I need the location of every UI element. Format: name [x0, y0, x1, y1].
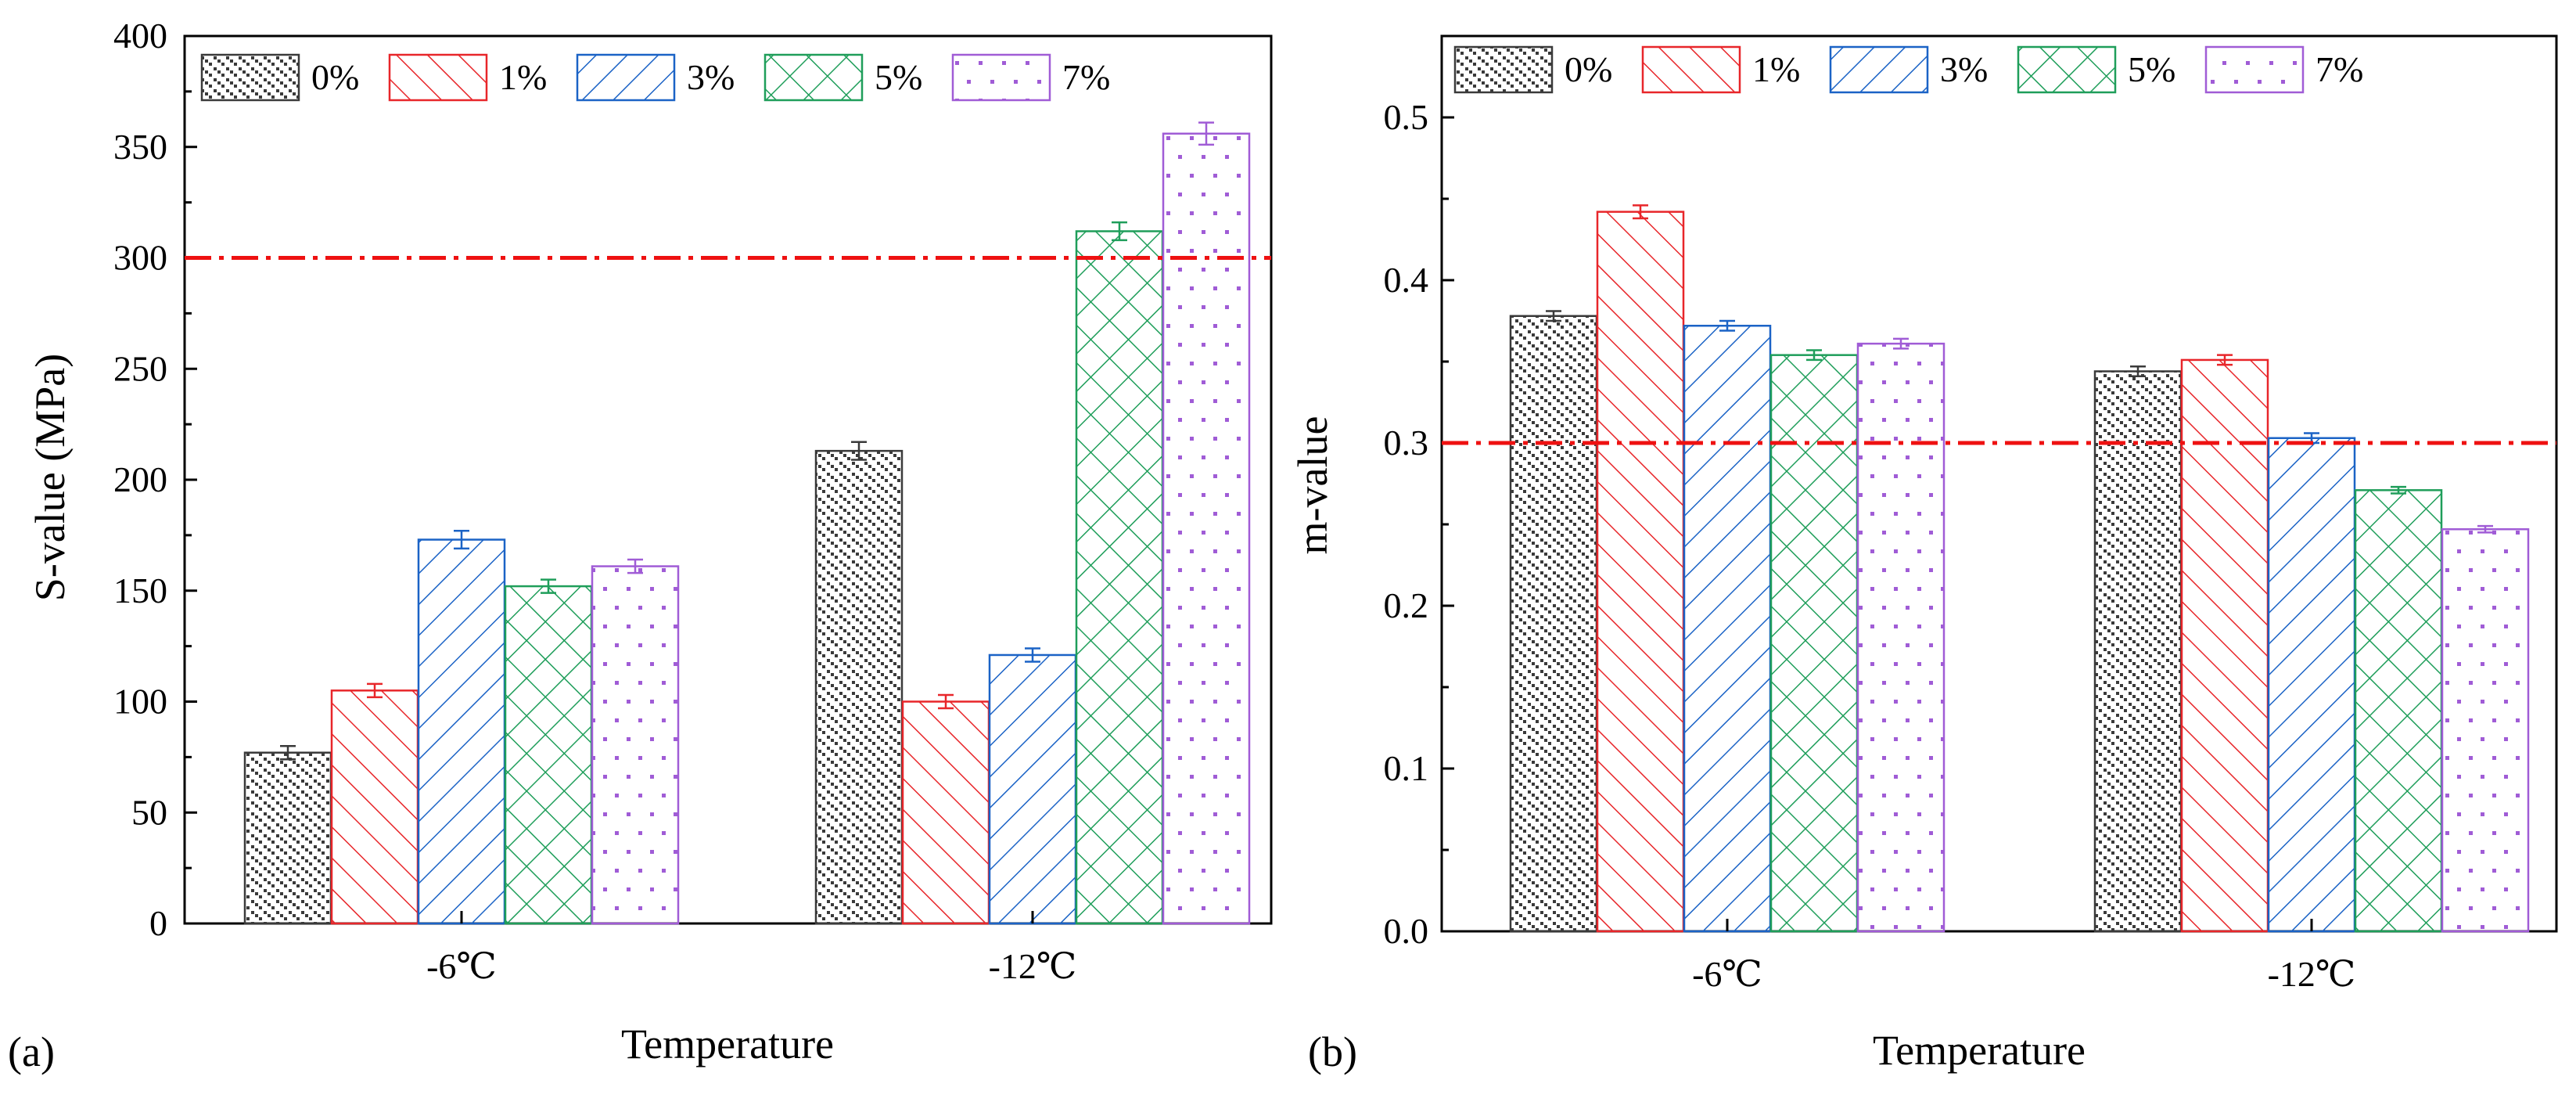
- y-tick-label: 300: [113, 238, 167, 278]
- bar-0%-minus12: [2093, 370, 2183, 933]
- bar-0%-minus6: [1509, 315, 1598, 933]
- bar-3%-minus12: [2267, 437, 2356, 933]
- y-tick-label: 100: [113, 682, 167, 722]
- bar-5%-minus12: [2354, 489, 2443, 933]
- legend-swatch-0%: [1453, 45, 1554, 94]
- bar-7%-minus6: [1856, 342, 1945, 933]
- bar-5%-minus6: [504, 585, 593, 925]
- y-tick-label: 0.3: [1384, 423, 1429, 463]
- y-tick-label: 350: [113, 127, 167, 167]
- legend: 0% 1% 3% 5% 7%: [200, 53, 1110, 102]
- bar-7%-minus12: [2441, 527, 2530, 933]
- bar-3%-minus6: [1683, 324, 1772, 933]
- legend-label: 1%: [1752, 49, 1800, 89]
- y-axis-label: m-value: [1289, 416, 1336, 555]
- y-tick-label: 0.1: [1384, 748, 1429, 788]
- y-tick-label: 50: [131, 792, 167, 832]
- y-tick-label: 0.2: [1384, 585, 1429, 625]
- y-tick-label: 0: [149, 903, 167, 943]
- bar-7%-minus6: [591, 565, 680, 925]
- x-tick-label: -12℃: [989, 946, 1077, 986]
- bar-7%-minus12: [1162, 132, 1251, 925]
- legend: 0% 1% 3% 5% 7%: [1453, 45, 2363, 94]
- legend-swatch-7%: [2204, 45, 2305, 94]
- x-axis-label: Temperature: [1873, 1027, 2086, 1074]
- legend-label: 1%: [499, 57, 547, 97]
- y-tick-label: 400: [113, 16, 167, 56]
- y-tick-label: 0.4: [1384, 260, 1429, 300]
- y-tick-label: 250: [113, 348, 167, 388]
- legend-swatch-1%: [1641, 45, 1741, 94]
- y-tick-label: 0.0: [1384, 911, 1429, 951]
- panel-label: (b): [1308, 1028, 1357, 1075]
- legend-label: 0%: [1565, 49, 1612, 89]
- y-tick-label: 150: [113, 571, 167, 610]
- bar-0%-minus12: [814, 449, 904, 925]
- legend-label: 0%: [311, 57, 359, 97]
- bar-1%-minus12: [901, 700, 990, 925]
- y-tick-label: 0.5: [1384, 97, 1429, 137]
- legend-label: 3%: [1940, 49, 1988, 89]
- x-tick-label: -12℃: [2268, 954, 2356, 994]
- y-tick-label: 200: [113, 459, 167, 499]
- x-tick-label: -6℃: [426, 946, 497, 986]
- legend-swatch-5%: [2017, 45, 2117, 94]
- legend-swatch-5%: [763, 53, 864, 102]
- x-tick-label: -6℃: [1692, 954, 1762, 994]
- plot-frame: [1440, 34, 2558, 933]
- bar-3%-minus6: [417, 538, 506, 925]
- legend-swatch-3%: [1829, 45, 1929, 94]
- legend-swatch-1%: [388, 53, 488, 102]
- bar-0%-minus6: [243, 751, 332, 925]
- bar-1%-minus12: [2180, 358, 2269, 933]
- legend-label: 5%: [875, 57, 922, 97]
- legend-swatch-7%: [951, 53, 1051, 102]
- chart-panel-b: 0.0 0.1 0.2 0.3 0.4 0.5 -6℃ -12℃ 0% 1% 3% 5% 7% Tempe…: [1289, 34, 2558, 1075]
- legend-swatch-3%: [576, 53, 676, 102]
- legend-swatch-0%: [200, 53, 300, 102]
- x-axis-label: Temperature: [621, 1021, 834, 1067]
- legend-label: 3%: [687, 57, 735, 97]
- bar-1%-minus6: [1596, 211, 1685, 933]
- legend-label: 7%: [1062, 57, 1110, 97]
- bar-3%-minus12: [988, 653, 1077, 925]
- panel-label: (a): [8, 1028, 55, 1075]
- bar-5%-minus12: [1075, 230, 1164, 925]
- bar-1%-minus6: [330, 689, 419, 925]
- chart-panel-a: 0 50 100 150 200 250 300 350 400 -6℃ -12℃ 0% 1% 3% 5% 7…: [8, 16, 1273, 1075]
- legend-label: 7%: [2316, 49, 2363, 89]
- bar-5%-minus6: [1769, 354, 1859, 933]
- legend-label: 5%: [2128, 49, 2175, 89]
- y-axis-label: S-value (MPa): [27, 354, 74, 601]
